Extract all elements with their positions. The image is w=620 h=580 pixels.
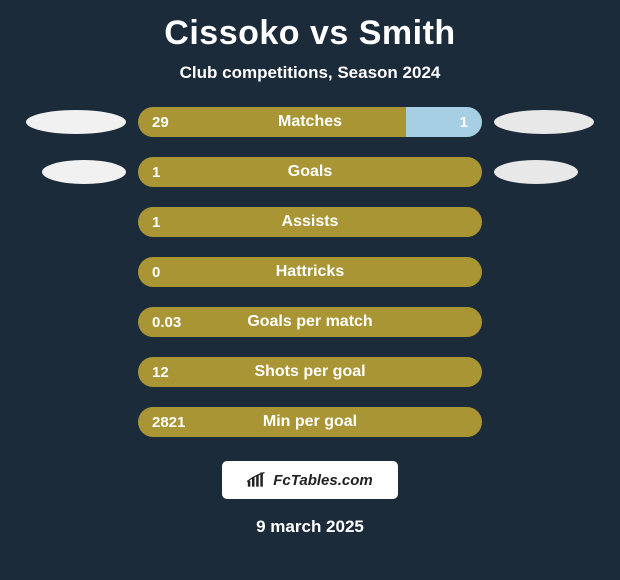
player-left-marker (26, 110, 126, 134)
player-right-marker (494, 110, 594, 134)
spacer (494, 210, 594, 234)
stat-row: 12Shots per goal (6, 357, 614, 387)
stat-row: 29Matches1 (6, 107, 614, 137)
page-title: Cissoko vs Smith (164, 14, 455, 53)
spacer (494, 310, 594, 334)
stat-bar: 0.03Goals per match (138, 307, 482, 337)
chart-icon (247, 472, 267, 488)
player-left-marker (42, 160, 126, 184)
stat-bar-left-segment (138, 357, 482, 387)
page-subtitle: Club competitions, Season 2024 (180, 63, 441, 83)
spacer (26, 410, 126, 434)
stat-bar: 2821Min per goal (138, 407, 482, 437)
player-right-marker (494, 160, 578, 184)
stat-row: 1Goals (6, 157, 614, 187)
stat-row: 2821Min per goal (6, 407, 614, 437)
stat-bar: 0Hattricks (138, 257, 482, 287)
brand-label: FcTables.com (273, 472, 372, 489)
spacer (494, 360, 594, 384)
stat-bar: 1Assists (138, 207, 482, 237)
stat-bar-left-segment (138, 407, 482, 437)
spacer (26, 360, 126, 384)
spacer (26, 260, 126, 284)
brand-badge: FcTables.com (222, 461, 398, 499)
spacer (26, 310, 126, 334)
stat-row: 1Assists (6, 207, 614, 237)
footer-date: 9 march 2025 (256, 517, 364, 537)
comparison-card: Cissoko vs Smith Club competitions, Seas… (0, 0, 620, 580)
stat-row: 0Hattricks (6, 257, 614, 287)
spacer (494, 260, 594, 284)
stat-bar-right-segment (406, 107, 482, 137)
stat-bar-left-segment (138, 207, 482, 237)
stat-bar-left-segment (138, 257, 482, 287)
stat-bar: 1Goals (138, 157, 482, 187)
stat-bar-left-segment (138, 107, 406, 137)
stat-bar-left-segment (138, 157, 482, 187)
stat-rows: 29Matches1 1Goals 1Assists 0Hattricks 0.03Go… (6, 107, 614, 437)
stat-bar-left-segment (138, 307, 482, 337)
spacer (26, 210, 126, 234)
spacer (494, 410, 594, 434)
stat-bar: 29Matches1 (138, 107, 482, 137)
stat-bar: 12Shots per goal (138, 357, 482, 387)
stat-row: 0.03Goals per match (6, 307, 614, 337)
